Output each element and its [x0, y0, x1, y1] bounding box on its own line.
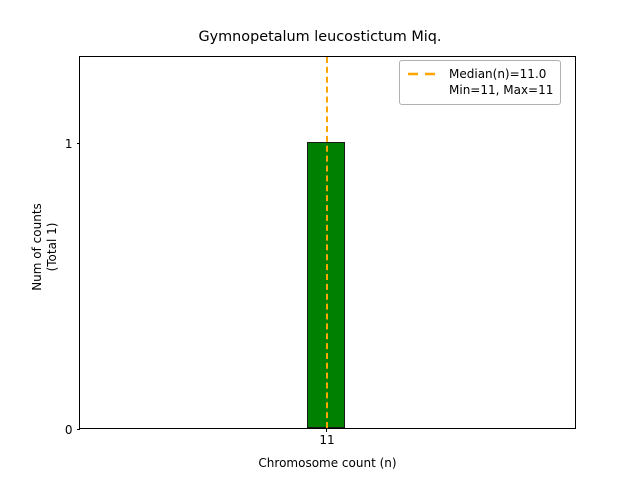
legend: Median(n)=11.0 Min=11, Max=11	[399, 60, 562, 105]
ytick-label-0: 0	[64, 423, 73, 437]
dashed-line-icon	[408, 72, 440, 76]
legend-label-minmax: Min=11, Max=11	[449, 83, 554, 97]
ytick-0: 0	[65, 423, 80, 437]
chart-title: Gymnopetalum leucostictum Miq.	[198, 29, 442, 45]
legend-item-median: Median(n)=11.0	[407, 66, 553, 82]
xtick-11: 11	[319, 428, 335, 447]
legend-item-minmax: Min=11, Max=11	[407, 82, 553, 98]
ytick-label-1: 1	[64, 137, 73, 151]
plot-surface	[80, 57, 575, 428]
legend-blank-sample	[407, 84, 441, 96]
median-line	[326, 57, 328, 428]
plot-axes: 0 1 11 Median(n)=11.0 Min=11, Max=11	[65, 56, 576, 447]
x-axis-label: Chromosome count (n)	[258, 456, 397, 470]
xtick-label-11: 11	[319, 433, 335, 447]
legend-label-median: Median(n)=11.0	[449, 67, 547, 81]
chart-figure: Gymnopetalum leucostictum Miq. 0 1 11	[30, 29, 576, 470]
ytick-1: 1	[65, 137, 80, 151]
y-axis-label: Num of counts (Total 1)	[30, 203, 59, 291]
